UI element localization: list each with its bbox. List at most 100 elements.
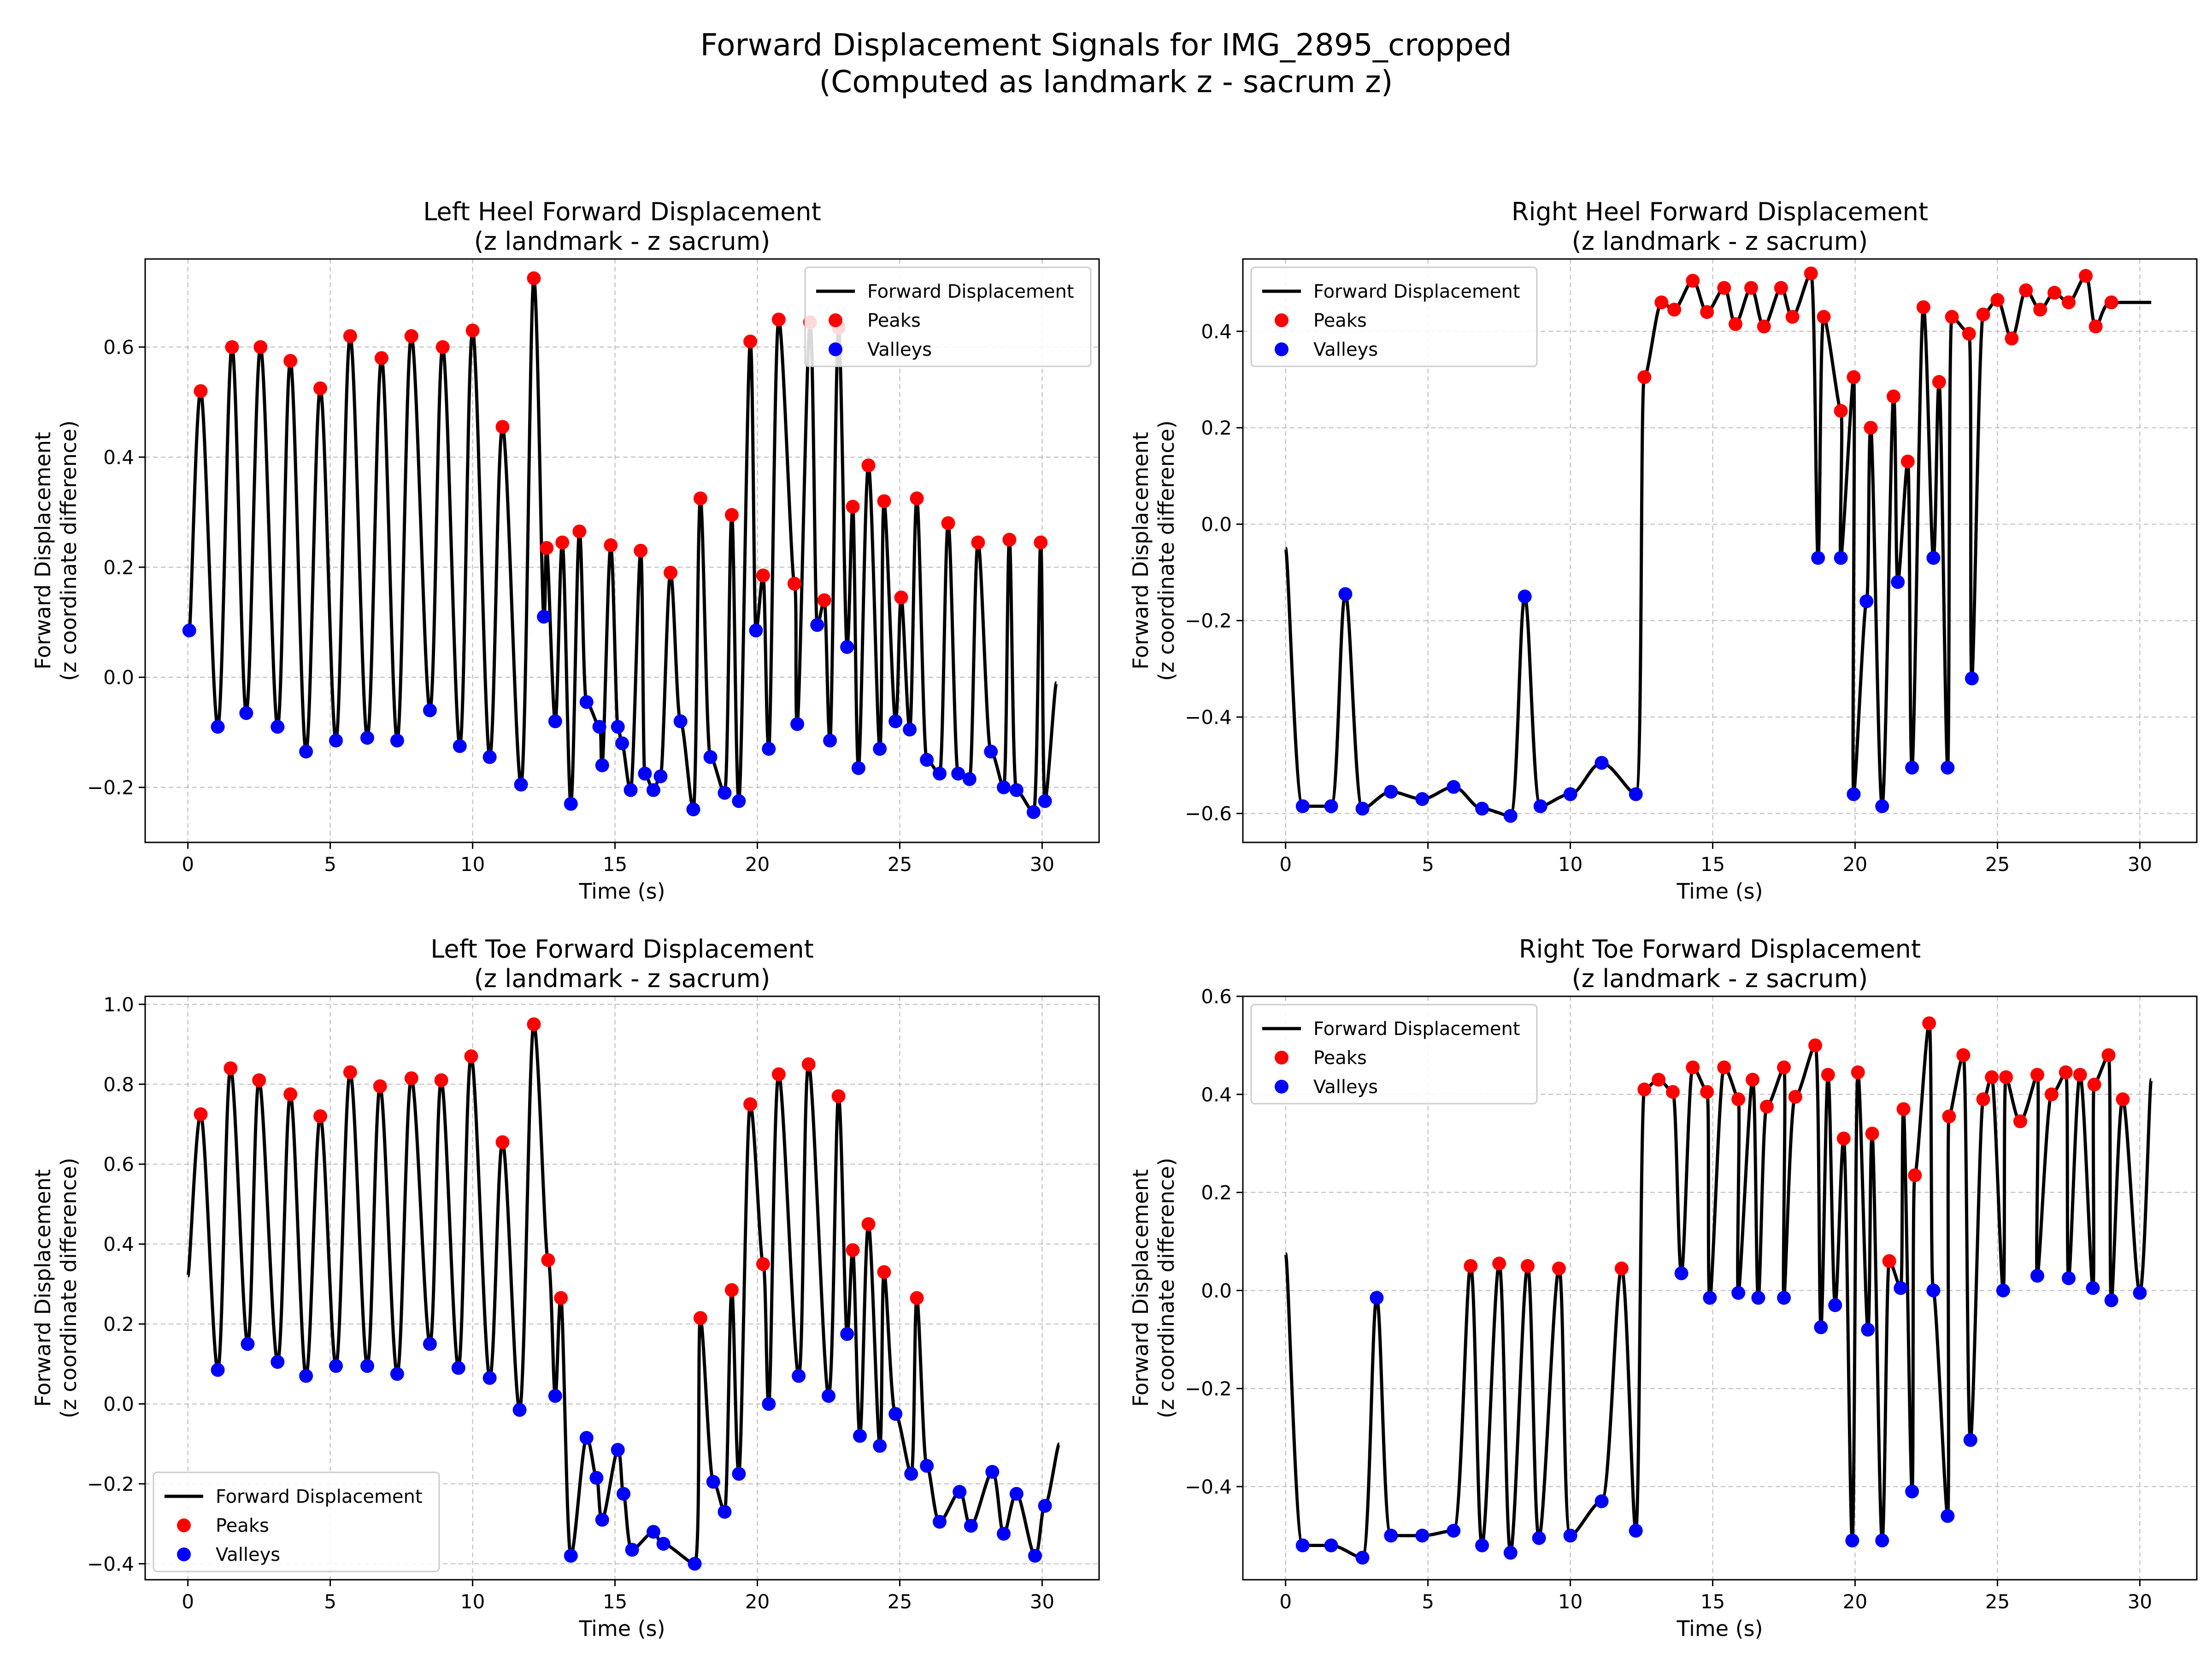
x-tick-label: 30 xyxy=(2128,1590,2152,1613)
peak-point xyxy=(1821,1068,1835,1082)
y-tick-label: −0.4 xyxy=(1185,1476,1232,1498)
valley-point xyxy=(211,720,225,734)
peak-point xyxy=(1637,1082,1652,1097)
y-tick-label: 0.0 xyxy=(1201,1279,1232,1302)
figure-suptitle-line2: (Computed as landmark z - sacrum z) xyxy=(819,64,1393,100)
legend-label: Peaks xyxy=(216,1515,269,1536)
subplot-title-line2: (z landmark - z sacrum) xyxy=(474,964,771,993)
valley-point xyxy=(615,736,629,751)
x-tick-label: 20 xyxy=(745,1590,770,1613)
valley-point xyxy=(564,1548,578,1563)
valley-point xyxy=(904,1467,918,1481)
valley-point xyxy=(686,802,700,817)
peak-point xyxy=(2005,331,2019,346)
peak-point xyxy=(1985,1070,1999,1084)
y-axis-label-line1: Forward Displacement xyxy=(30,432,55,670)
valley-point xyxy=(1629,787,1643,801)
x-tick-label: 15 xyxy=(603,853,627,876)
y-tick-label: 0.2 xyxy=(103,556,134,579)
valleys-markers xyxy=(182,610,1052,819)
legend: Forward Displacement Peaks Valleys xyxy=(153,1471,440,1572)
legend-label: Peaks xyxy=(1313,1047,1367,1069)
valley-point xyxy=(840,640,854,654)
peak-point xyxy=(846,500,860,514)
peak-point xyxy=(194,384,208,398)
valley-point xyxy=(851,761,865,775)
valley-point xyxy=(1834,551,1848,565)
peak-point xyxy=(1464,1259,1478,1273)
valley-point xyxy=(1996,1283,2010,1298)
peak-point xyxy=(941,516,955,530)
peak-point xyxy=(404,1071,418,1085)
peak-point xyxy=(1962,327,1976,341)
valley-point xyxy=(1518,589,1532,604)
subplot-title-line1: Right Heel Forward Displacement xyxy=(1512,197,1928,226)
peak-point xyxy=(541,1253,555,1267)
legend-peaks-swatch xyxy=(829,313,842,327)
peak-point xyxy=(374,351,388,365)
valley-point xyxy=(1028,1548,1042,1563)
peak-point xyxy=(1882,1254,1896,1268)
valley-point xyxy=(1847,787,1861,801)
valley-point xyxy=(646,783,660,797)
peak-point xyxy=(693,1311,707,1325)
y-tick-label: 0.4 xyxy=(1201,320,1232,343)
y-axis-label: Forward Displacement (z coordinate differ… xyxy=(1128,420,1179,681)
valley-point xyxy=(1814,1320,1828,1335)
valley-point xyxy=(1447,780,1461,794)
peak-point xyxy=(1492,1256,1506,1271)
peak-point xyxy=(1922,1016,1936,1030)
valley-point xyxy=(840,1327,854,1341)
peak-point xyxy=(664,565,678,580)
y-tick-label: 0.0 xyxy=(103,1393,134,1415)
valley-point xyxy=(964,1518,978,1533)
valley-point xyxy=(1594,1494,1609,1508)
peak-point xyxy=(1731,1092,1746,1106)
peak-point xyxy=(373,1079,387,1094)
y-tick-label: 0.2 xyxy=(1201,417,1232,439)
valley-point xyxy=(1965,671,1979,686)
valley-point xyxy=(646,1524,660,1539)
valley-point xyxy=(239,706,253,720)
peak-point xyxy=(1976,1092,1990,1106)
valley-point xyxy=(1861,1323,1875,1337)
valley-point xyxy=(579,1431,594,1445)
axes-frame xyxy=(1242,258,2198,843)
legend-label: Valleys xyxy=(867,339,932,360)
y-tick-label: −0.2 xyxy=(87,777,134,799)
valley-point xyxy=(548,714,562,729)
x-axis-label: Time (s) xyxy=(1676,1616,1763,1641)
peaks-markers xyxy=(1637,266,2118,469)
peak-point xyxy=(1834,404,1848,418)
valley-point xyxy=(853,1429,867,1443)
valley-point xyxy=(1731,1286,1746,1300)
valley-point xyxy=(888,714,903,729)
legend-box xyxy=(153,1471,440,1572)
peak-point xyxy=(1700,305,1714,319)
valley-point xyxy=(1828,1298,1842,1312)
x-tick-label: 30 xyxy=(1030,1590,1054,1613)
valley-point xyxy=(1875,799,1889,813)
valley-point xyxy=(1926,551,1941,565)
peak-point xyxy=(634,544,648,558)
valley-point xyxy=(271,1355,285,1369)
peak-point xyxy=(1817,310,1831,324)
subplot-1: 0 5 10 15 20 25 30 −0.2 0.0 0.2 0.4 0.6 Left Heel Fo… xyxy=(30,197,1100,904)
subplot-title-line1: Left Toe Forward Displacement xyxy=(430,935,814,964)
peak-point xyxy=(1757,319,1771,334)
valley-point xyxy=(823,734,837,748)
valley-point xyxy=(749,624,763,638)
valley-point xyxy=(1674,1266,1688,1281)
peak-point xyxy=(1654,295,1669,310)
legend-label: Forward Displacement xyxy=(1313,281,1520,302)
peak-point xyxy=(2087,1077,2101,1092)
valley-point xyxy=(1905,1484,1919,1499)
peak-point xyxy=(343,329,357,343)
valley-point xyxy=(595,758,609,772)
peak-point xyxy=(343,1065,357,1079)
peak-point xyxy=(1804,266,1818,281)
peak-point xyxy=(877,494,891,508)
valley-point xyxy=(1503,1546,1518,1560)
peak-point xyxy=(1614,1261,1629,1276)
legend-valleys-swatch xyxy=(177,1547,191,1561)
